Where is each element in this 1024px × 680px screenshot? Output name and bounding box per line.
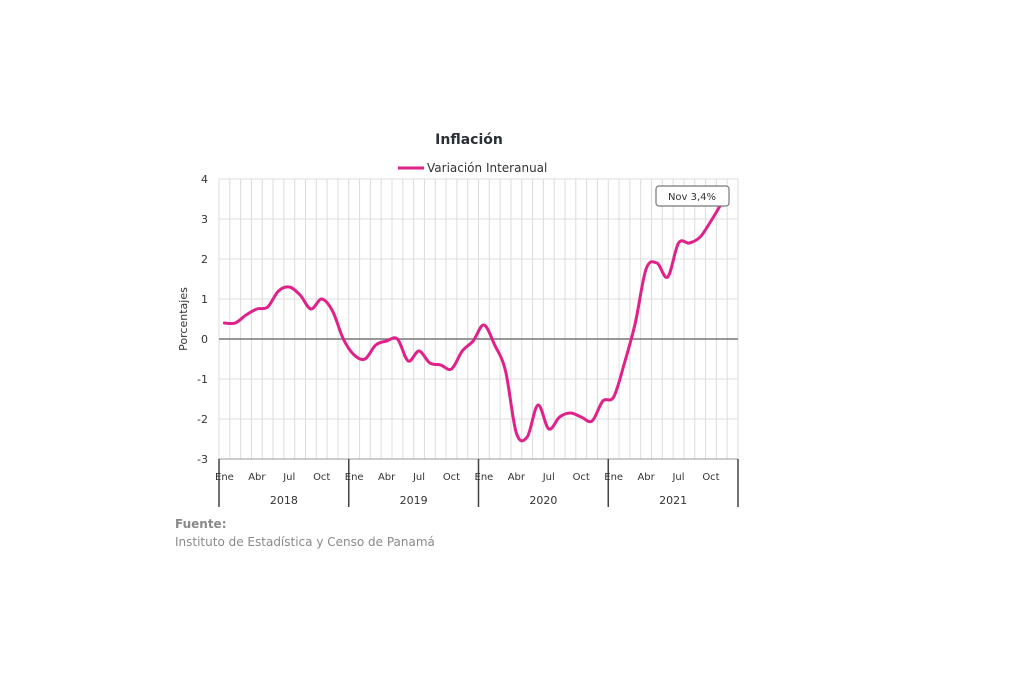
- year-label: 2020: [529, 494, 557, 507]
- y-axis-label: Porcentajes: [177, 287, 190, 351]
- year-label: 2019: [400, 494, 428, 507]
- x-tick-label: Oct: [573, 472, 590, 483]
- annotation-box: [655, 185, 730, 207]
- legend-label: Variación Interanual: [427, 161, 547, 175]
- legend: Variación Interanual: [398, 161, 547, 175]
- x-tick-label: Oct: [313, 472, 330, 483]
- annotation-label: Nov 3,4%: [668, 192, 716, 203]
- y-tick-label: -1: [197, 373, 208, 386]
- x-tick-label: Oct: [702, 472, 719, 483]
- x-tick-label: Ene: [604, 472, 623, 483]
- x-tick-label: Jul: [282, 472, 295, 483]
- x-tick-label: Abr: [637, 472, 655, 483]
- x-tick-label: Abr: [248, 472, 266, 483]
- y-tick-label: 0: [201, 333, 208, 346]
- y-tick-label: 3: [201, 213, 208, 226]
- grid-lines: [218, 178, 739, 460]
- year-label: 2018: [270, 494, 298, 507]
- source-label: Fuente:: [175, 517, 227, 531]
- annotation: Nov 3,4%: [655, 185, 730, 207]
- y-tick-label: 1: [201, 293, 208, 306]
- x-tick-label: Abr: [508, 472, 526, 483]
- x-tick-label: Jul: [412, 472, 425, 483]
- source-text: Instituto de Estadística y Censo de Pana…: [175, 535, 435, 549]
- y-tick-label: -2: [197, 413, 208, 426]
- y-tick-label: 4: [201, 173, 208, 186]
- x-tick-label: Abr: [378, 472, 396, 483]
- x-tick-label: Jul: [671, 472, 684, 483]
- source-note: Fuente: Instituto de Estadística y Censo…: [175, 515, 435, 551]
- y-tick-label: 2: [201, 253, 208, 266]
- series-line-variacion-interanual: [222, 201, 724, 443]
- x-tick-label: Jul: [542, 472, 555, 483]
- x-tick-label: Oct: [443, 472, 460, 483]
- y-axis-ticks: 4 3 2 1 0 -1 -2 -3: [197, 173, 208, 466]
- x-tick-label: Ene: [215, 472, 234, 483]
- x-tick-label: Ene: [345, 472, 364, 483]
- y-tick-label: -3: [197, 453, 208, 466]
- x-axis: Ene Abr Jul Oct 2018 Ene Abr Jul Oct 2019 Ene Abr Ju…: [215, 458, 739, 507]
- chart-title: Inflación: [435, 132, 503, 148]
- year-label: 2021: [659, 494, 687, 507]
- x-tick-label: Ene: [475, 472, 494, 483]
